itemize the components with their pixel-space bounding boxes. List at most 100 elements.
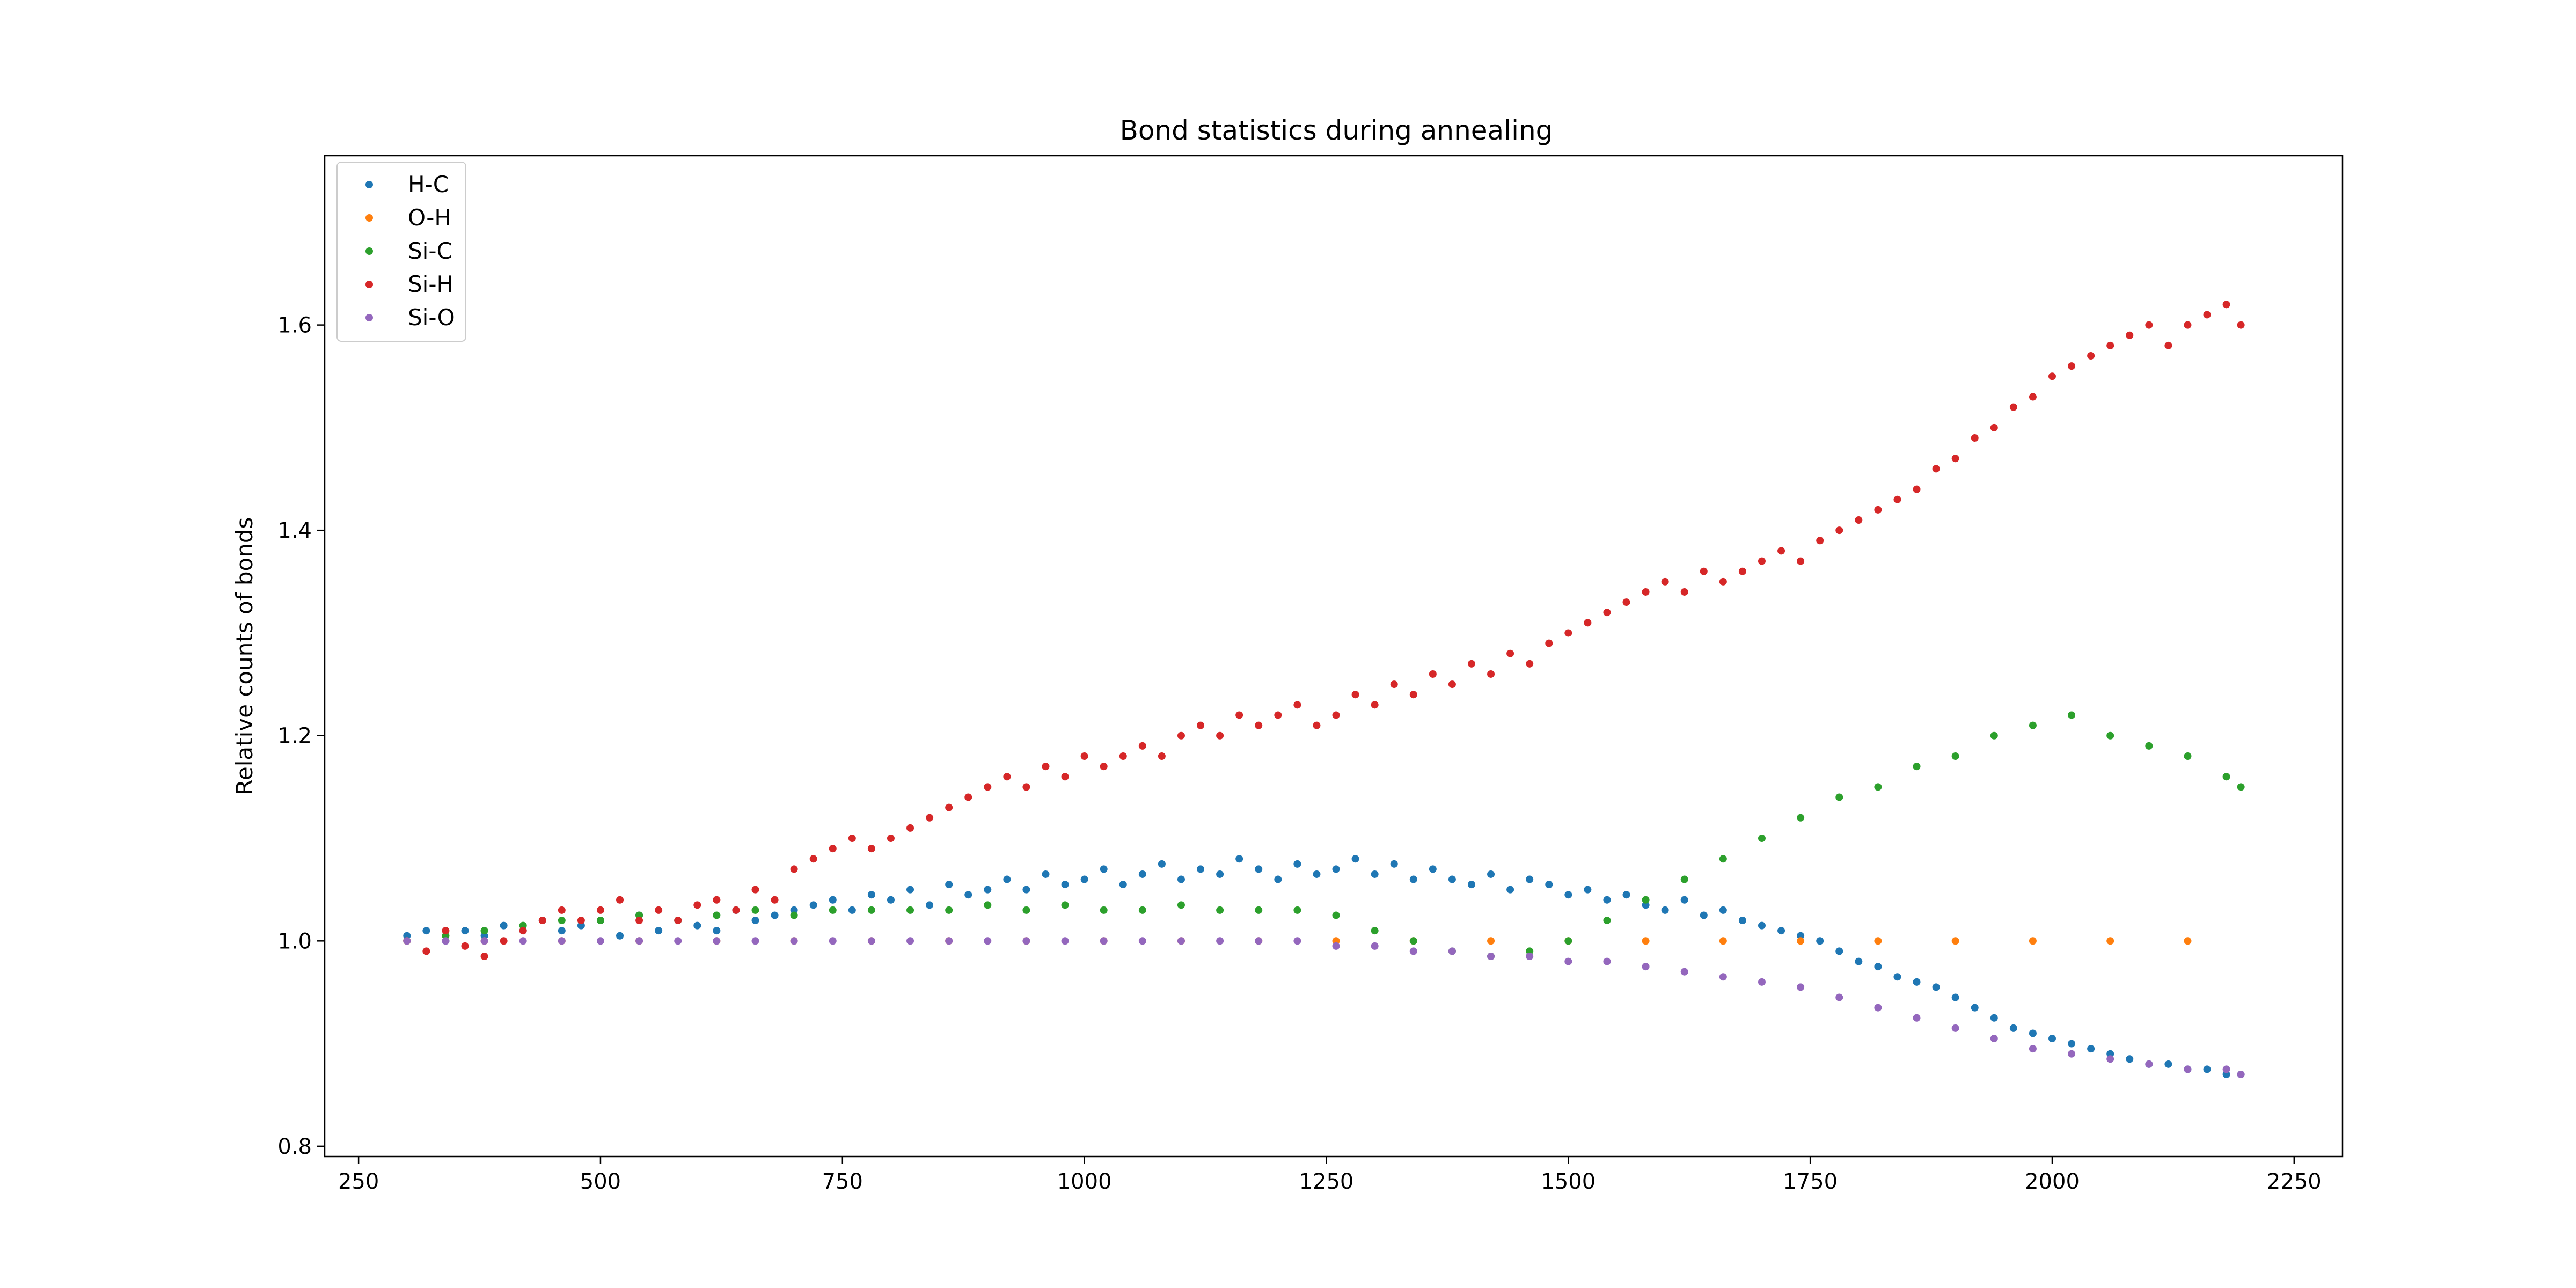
data-point — [1777, 927, 1785, 935]
data-point — [1951, 937, 1959, 945]
data-point — [1022, 937, 1030, 945]
data-point — [1913, 485, 1921, 493]
data-point — [1255, 906, 1263, 914]
data-point — [2029, 721, 2037, 729]
data-point — [1022, 906, 1030, 914]
data-point — [422, 947, 430, 955]
data-point — [1622, 598, 1630, 606]
data-point — [558, 917, 566, 925]
data-point — [1951, 455, 1959, 463]
data-point — [829, 845, 837, 853]
data-point — [403, 937, 411, 945]
data-point — [442, 937, 450, 945]
data-point — [2126, 331, 2134, 339]
data-point — [693, 901, 701, 909]
data-point — [1409, 947, 1417, 955]
data-point — [926, 901, 934, 909]
data-point — [1642, 963, 1650, 971]
data-point — [558, 906, 566, 914]
data-point — [1874, 1004, 1882, 1012]
data-point — [1661, 906, 1669, 914]
y-tick-label: 0.8 — [277, 1135, 312, 1159]
data-point — [732, 906, 740, 914]
data-point — [945, 881, 953, 889]
data-point — [964, 891, 972, 899]
data-point — [1409, 691, 1417, 699]
data-point — [1797, 983, 1805, 991]
data-point — [751, 917, 759, 925]
data-point — [2029, 1029, 2037, 1037]
data-point — [1487, 937, 1495, 945]
data-point — [984, 783, 992, 791]
data-point — [2145, 1060, 2153, 1068]
y-axis: 0.8 1.0 1.2 1.4 1.6 — [277, 313, 325, 1159]
data-point — [1738, 567, 1746, 575]
legend-marker — [365, 314, 373, 321]
data-point — [2029, 937, 2037, 945]
data-point — [461, 942, 469, 950]
data-point — [2106, 1050, 2114, 1058]
data-point — [1255, 937, 1263, 945]
data-point — [1874, 937, 1882, 945]
data-point — [2237, 1070, 2245, 1078]
data-point — [1622, 891, 1630, 899]
data-point — [2203, 311, 2211, 319]
data-point — [480, 937, 488, 945]
data-point — [984, 901, 992, 909]
data-point — [1351, 855, 1359, 863]
data-point — [596, 906, 604, 914]
data-point — [2087, 352, 2095, 360]
data-point — [1700, 911, 1708, 919]
data-point — [1216, 870, 1224, 878]
data-point — [1177, 875, 1185, 883]
data-point — [1235, 711, 1243, 719]
data-point — [1990, 1035, 1998, 1043]
data-point — [2029, 393, 2037, 401]
chart-title: Bond statistics during annealing — [1120, 115, 1553, 146]
data-point — [1932, 465, 1940, 473]
data-point — [926, 814, 934, 822]
data-point — [1855, 516, 1863, 524]
data-point — [887, 835, 895, 843]
data-point — [1371, 870, 1379, 878]
data-point — [1100, 865, 1108, 873]
data-point — [635, 917, 643, 925]
data-point — [635, 911, 643, 919]
data-point — [2203, 1065, 2211, 1073]
data-point — [519, 921, 527, 930]
data-point — [480, 927, 488, 935]
legend-marker — [365, 247, 373, 255]
data-point — [1797, 557, 1805, 565]
data-point — [2126, 1055, 2134, 1063]
data-point — [616, 896, 624, 904]
series-si-h — [403, 301, 2245, 960]
data-point — [1100, 937, 1108, 945]
data-point — [1835, 526, 1843, 535]
data-point — [1332, 911, 1340, 919]
data-point — [1545, 639, 1553, 647]
data-point — [1061, 937, 1069, 945]
data-point — [500, 921, 508, 930]
data-point — [771, 911, 779, 919]
data-point — [1680, 588, 1688, 596]
data-point — [751, 885, 759, 894]
data-point — [1564, 937, 1572, 945]
data-point — [1080, 875, 1088, 883]
data-point — [1255, 865, 1263, 873]
legend-box — [336, 162, 466, 342]
data-point — [1758, 557, 1766, 565]
data-point — [596, 917, 604, 925]
data-point — [2164, 341, 2172, 349]
data-point — [1874, 506, 1882, 514]
data-point — [1971, 434, 1979, 442]
data-point — [674, 917, 682, 925]
data-point — [2184, 752, 2192, 760]
data-point — [1332, 865, 1340, 873]
data-point — [1390, 860, 1398, 868]
data-point — [519, 937, 527, 945]
data-point — [2106, 937, 2114, 945]
data-point — [790, 911, 798, 919]
data-point — [1061, 901, 1069, 909]
data-point — [867, 845, 875, 853]
data-point — [906, 824, 914, 832]
